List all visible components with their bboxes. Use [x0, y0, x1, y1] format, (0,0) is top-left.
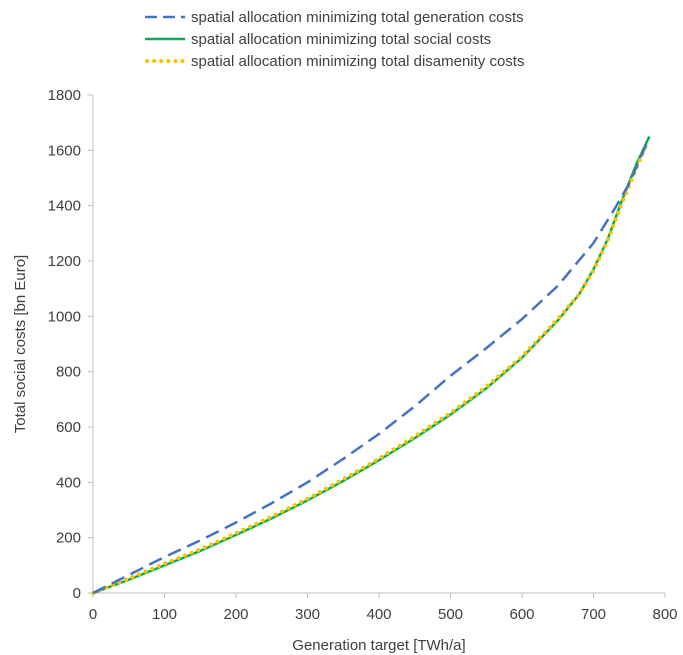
legend-label: spatial allocation minimizing total gene… — [191, 8, 524, 26]
y-axis-title: Total social costs [bn Euro] — [12, 255, 29, 433]
x-tick-label: 0 — [89, 606, 97, 623]
y-tick-label: 1200 — [48, 253, 81, 270]
x-tick-label: 200 — [223, 606, 248, 623]
legend-swatch-dashed-blue — [145, 15, 185, 19]
x-tick-label: 700 — [581, 606, 606, 623]
legend-swatch-dotted-yellow — [145, 59, 185, 63]
legend-item-generation-costs: spatial allocation minimizing total gene… — [145, 6, 524, 28]
x-tick-label: 400 — [366, 606, 391, 623]
legend-item-disamenity-costs: spatial allocation minimizing total disa… — [145, 50, 524, 72]
y-tick-label: 1000 — [48, 308, 81, 325]
legend-label: spatial allocation minimizing total soci… — [191, 30, 492, 48]
x-tick-label: 600 — [509, 606, 534, 623]
y-tick-label: 1400 — [48, 198, 81, 215]
x-tick-label: 800 — [652, 606, 677, 623]
y-tick-label: 800 — [56, 364, 81, 381]
chart-legend: spatial allocation minimizing total gene… — [145, 6, 524, 72]
y-tick-label: 0 — [73, 585, 81, 602]
series-line-2 — [91, 141, 650, 595]
series-line-0 — [92, 137, 651, 595]
legend-item-social-costs: spatial allocation minimizing total soci… — [145, 28, 524, 50]
x-tick-label: 100 — [152, 606, 177, 623]
legend-label: spatial allocation minimizing total disa… — [191, 52, 525, 70]
x-tick-label: 500 — [438, 606, 463, 623]
y-tick-label: 400 — [56, 474, 81, 491]
x-axis-title: Generation target [TWh/a] — [292, 637, 465, 654]
legend-swatch-solid-green — [145, 37, 185, 41]
y-tick-label: 200 — [56, 530, 81, 547]
y-tick-label: 600 — [56, 419, 81, 436]
series-line-1 — [92, 135, 651, 595]
y-tick-label: 1800 — [48, 87, 81, 104]
x-tick-label: 300 — [295, 606, 320, 623]
y-tick-label: 1600 — [48, 142, 81, 159]
